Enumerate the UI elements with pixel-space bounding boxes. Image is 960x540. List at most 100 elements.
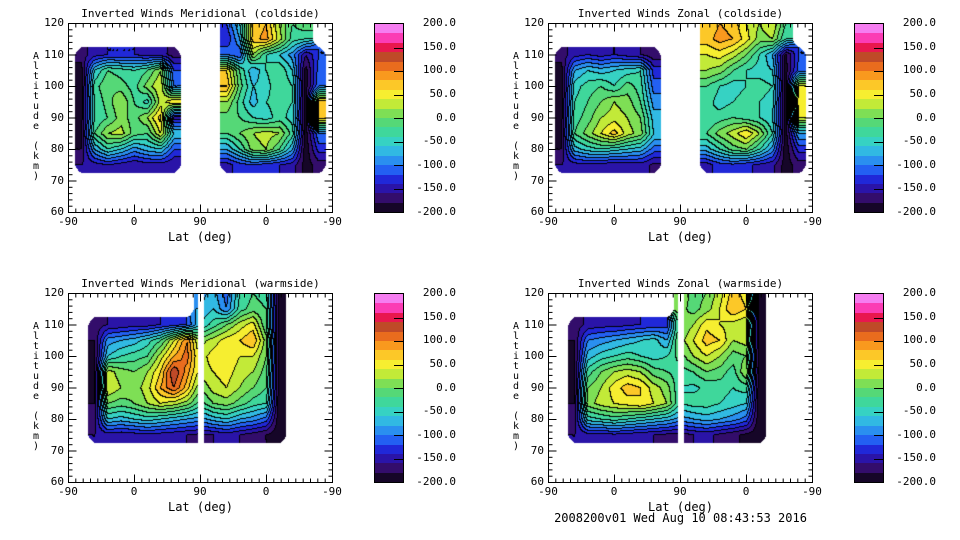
- colorbar-band: [375, 99, 403, 109]
- colorbar-tick-label: 50.0: [909, 356, 937, 370]
- colorbar-tick-label: -200.0: [896, 475, 936, 488]
- colorbar-band: [375, 425, 403, 436]
- colorbar-band: [855, 165, 883, 175]
- contour-plot-canvas: [548, 293, 813, 483]
- colorbar-band: [375, 312, 403, 323]
- colorbar-tick-label: -150.0: [896, 181, 936, 195]
- y-tick-label: 80: [50, 412, 64, 425]
- panel-meridional-coldside: Inverted Winds Meridional (coldside) A l…: [0, 0, 480, 270]
- colorbar-tick: [394, 118, 403, 119]
- colorbar-band: [375, 341, 403, 351]
- colorbar-band: [375, 350, 403, 360]
- colorbar-tick: [874, 71, 883, 72]
- colorbar-band: [855, 146, 883, 156]
- colorbar-band: [855, 416, 883, 426]
- y-tick-label: 90: [50, 110, 64, 124]
- colorbar-band: [375, 435, 403, 445]
- colorbar-band: [375, 24, 403, 34]
- colorbar-tick: [394, 435, 403, 436]
- colorbar: [374, 293, 404, 483]
- colorbar-tick-label: 150.0: [902, 39, 936, 53]
- y-tick-label: 110: [44, 317, 64, 331]
- colorbar-band: [375, 89, 403, 100]
- x-axis-label: Lat (deg): [167, 230, 234, 244]
- colorbar-tick-label: -50.0: [422, 404, 456, 418]
- colorbar-tick-label: 0.0: [436, 380, 456, 394]
- colorbar-band: [855, 472, 883, 483]
- colorbar-tick-label: -100.0: [416, 157, 456, 171]
- colorbar-tick: [394, 388, 403, 389]
- colorbar-band: [855, 359, 883, 370]
- colorbar-tick: [394, 71, 403, 72]
- colorbar-tick-label: -200.0: [416, 475, 456, 488]
- colorbar-band: [375, 193, 403, 203]
- colorbar-tick-label: -200.0: [896, 205, 936, 218]
- colorbar-band: [375, 202, 403, 213]
- colorbar-band: [855, 425, 883, 436]
- colorbar-band: [375, 294, 403, 304]
- colorbar-tick: [874, 411, 883, 413]
- colorbar-band: [375, 155, 403, 166]
- colorbar-tick-label: 150.0: [422, 309, 456, 323]
- colorbar: [374, 23, 404, 213]
- y-tick-label: 80: [530, 142, 544, 155]
- y-tick-label: 120: [524, 286, 544, 299]
- colorbar-band: [855, 174, 883, 184]
- colorbar-band: [375, 165, 403, 175]
- y-tick-label: 110: [524, 317, 544, 331]
- colorbar-tick: [394, 341, 403, 342]
- colorbar-tick-label: 200.0: [422, 16, 456, 29]
- colorbar-band: [855, 388, 883, 398]
- y-tick-label: 60: [530, 205, 544, 218]
- y-tick-label: 100: [524, 349, 544, 362]
- colorbar-tick: [394, 317, 403, 319]
- y-tick-label: 110: [44, 47, 64, 61]
- y-tick-label: 60: [50, 205, 64, 218]
- colorbar-band: [855, 99, 883, 109]
- colorbar-tick-label: -150.0: [896, 451, 936, 465]
- y-tick-label: 90: [530, 380, 544, 394]
- colorbar-band: [375, 33, 403, 43]
- y-tick-label: 90: [50, 380, 64, 394]
- colorbar-tick: [394, 165, 403, 166]
- x-tick-label: 0: [742, 215, 750, 228]
- x-tick-label: 0: [610, 485, 618, 498]
- colorbar-tick-label: 200.0: [422, 286, 456, 299]
- colorbar-band: [375, 303, 403, 313]
- colorbar-tick: [874, 341, 883, 342]
- timestamp-footer: 2008200v01 Wed Aug 10 08:43:53 2016: [554, 511, 807, 525]
- y-axis-label: A l t i t u d e ( k m ): [32, 51, 40, 182]
- colorbar-tick: [874, 165, 883, 166]
- y-tick-label: 120: [524, 16, 544, 29]
- colorbar-tick-label: 100.0: [902, 333, 936, 347]
- x-tick-label: 0: [742, 485, 750, 498]
- colorbar-tick: [874, 388, 883, 389]
- colorbar: [854, 293, 884, 483]
- colorbar-band: [375, 463, 403, 473]
- colorbar-band: [375, 331, 403, 342]
- colorbar-tick-label: -50.0: [902, 404, 936, 418]
- colorbar-tick-label: 200.0: [902, 16, 936, 29]
- colorbar-band: [855, 52, 883, 62]
- colorbar-tick: [874, 435, 883, 436]
- contour-plot-canvas: [68, 293, 333, 483]
- x-axis-label: Lat (deg): [647, 500, 714, 514]
- colorbar-band: [855, 350, 883, 360]
- colorbar-band: [855, 463, 883, 473]
- colorbar-band: [855, 341, 883, 351]
- colorbar-tick: [874, 317, 883, 319]
- colorbar-band: [855, 118, 883, 128]
- colorbar-band: [855, 80, 883, 90]
- x-tick-label: 90: [193, 215, 207, 228]
- colorbar-band: [855, 312, 883, 323]
- x-tick-label: -90: [802, 485, 822, 498]
- y-tick-label: 80: [530, 412, 544, 425]
- y-axis-label: A l t i t u d e ( k m ): [32, 321, 40, 452]
- colorbar-band: [855, 369, 883, 379]
- x-tick-label: 0: [262, 485, 270, 498]
- colorbar-band: [855, 108, 883, 119]
- colorbar-tick: [394, 94, 403, 96]
- y-tick-label: 70: [50, 173, 64, 187]
- colorbar-tick-label: -200.0: [416, 205, 456, 218]
- colorbar-band: [855, 42, 883, 53]
